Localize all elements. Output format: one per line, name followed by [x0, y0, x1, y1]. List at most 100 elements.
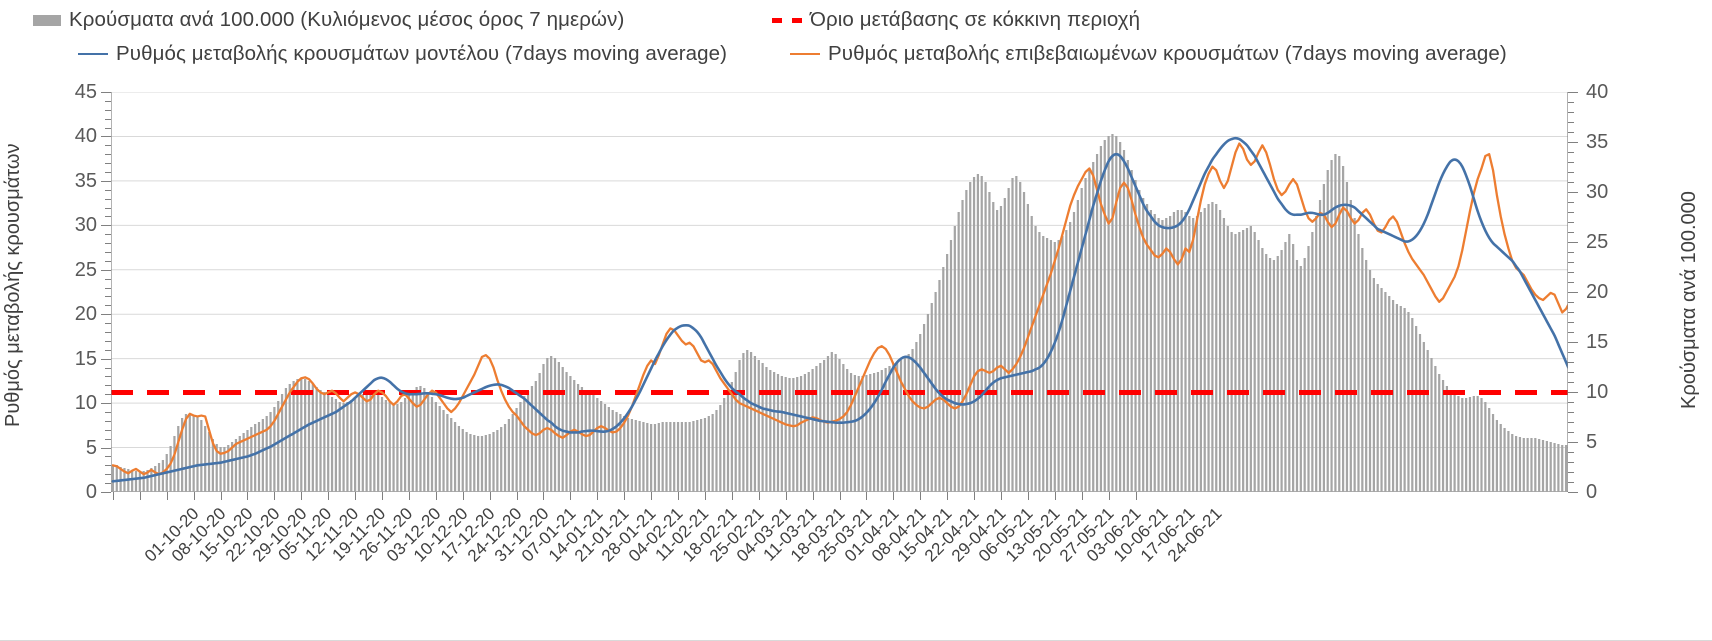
- bar: [315, 387, 318, 492]
- y-axis-right-tick-mark: [1568, 362, 1574, 363]
- bar: [250, 427, 253, 492]
- y-axis-right-tick-label: 5: [1586, 431, 1598, 453]
- bar: [346, 402, 349, 492]
- y-axis-left-tick-mark: [105, 367, 111, 369]
- bars-series: [111, 134, 1568, 492]
- bar: [1538, 439, 1541, 492]
- bar: [1249, 226, 1252, 492]
- bar: [515, 408, 518, 492]
- x-axis-tick-mark: [516, 492, 518, 500]
- bar: [984, 182, 987, 492]
- y-axis-left-tick-mark: [105, 163, 111, 165]
- legend-item-model-rate[interactable]: Ρυθμός μεταβολής κρουσμάτων μοντέλου (7d…: [78, 42, 727, 66]
- legend-item-confirmed-rate[interactable]: Ρυθμός μεταβολής επιβεβαιωμένων κρουσμάτ…: [790, 42, 1507, 66]
- y-axis-left-tick-mark: [105, 216, 111, 218]
- bar: [665, 422, 668, 492]
- x-axis-tick-mark: [597, 492, 599, 500]
- bar: [1564, 445, 1568, 492]
- bar: [292, 381, 295, 492]
- bar: [311, 384, 314, 492]
- y-axis-left-tick-mark: [101, 492, 111, 493]
- bar: [1115, 136, 1118, 492]
- bar: [915, 342, 918, 492]
- bar: [1511, 434, 1514, 492]
- y-axis-right-tick-mark: [1568, 302, 1574, 303]
- bar: [269, 412, 272, 492]
- bar: [646, 423, 649, 492]
- bar: [511, 414, 514, 492]
- y-axis-right-tick-mark: [1568, 392, 1578, 393]
- y-axis-left-tick-mark: [105, 172, 111, 173]
- bar: [1280, 250, 1283, 492]
- bar: [1176, 210, 1179, 492]
- legend-item-threshold[interactable]: Όριο μετάβασης σε κόκκινη περιοχή: [772, 8, 1140, 32]
- y-axis-right-tick-mark: [1568, 452, 1574, 453]
- y-axis-left-tick-mark: [105, 323, 111, 325]
- bar: [1334, 154, 1337, 492]
- x-axis-tick-mark: [570, 492, 572, 500]
- bar: [1061, 236, 1064, 492]
- bar: [419, 386, 422, 492]
- bar: [1349, 200, 1352, 492]
- bar: [319, 390, 322, 492]
- bar: [961, 200, 964, 492]
- bar: [638, 421, 641, 492]
- x-axis-tick-mark: [974, 492, 976, 500]
- x-axis-tick-mark: [543, 492, 545, 500]
- bar: [1022, 192, 1026, 492]
- bar: [1288, 234, 1291, 492]
- bar: [181, 418, 184, 492]
- x-axis-tick-mark: [893, 492, 895, 500]
- bar: [138, 472, 141, 492]
- bar: [657, 423, 660, 492]
- y-axis-left-tick-mark: [105, 278, 111, 280]
- bar: [484, 435, 487, 492]
- bar: [1253, 232, 1256, 492]
- y-axis-left-tick-mark: [105, 349, 111, 351]
- bar: [1145, 204, 1149, 492]
- bar: [223, 447, 226, 492]
- bar: [1045, 238, 1049, 492]
- bar: [926, 314, 930, 492]
- bar: [773, 372, 776, 492]
- bar: [1003, 198, 1006, 492]
- bar: [896, 362, 899, 492]
- y-axis-right-tick-mark: [1568, 442, 1578, 443]
- y-axis-left-tick-mark: [101, 403, 111, 405]
- y-axis-right-tick-mark: [1568, 462, 1574, 463]
- x-axis-tick-mark: [220, 492, 222, 500]
- bar: [588, 392, 591, 492]
- y-axis-left-tick-mark: [105, 100, 111, 102]
- y-axis-right-tick-label: 30: [1586, 181, 1609, 203]
- bar: [1122, 150, 1126, 492]
- bar: [934, 292, 937, 492]
- bar: [342, 403, 345, 492]
- bar: [154, 466, 157, 492]
- bar: [1157, 218, 1160, 492]
- bar: [427, 392, 430, 492]
- dashed-line-swatch-icon: [772, 17, 802, 23]
- y-axis-left-tick-mark: [105, 340, 111, 342]
- bar: [715, 410, 718, 492]
- bar: [619, 414, 622, 492]
- y-axis-right-tick-mark: [1568, 122, 1574, 123]
- bar: [1499, 424, 1502, 492]
- bar: [1488, 408, 1491, 492]
- y-axis-right-tick-mark: [1568, 352, 1574, 353]
- bar: [184, 414, 188, 492]
- y-axis-left-tick-label: 40: [74, 125, 97, 148]
- bar: [1161, 220, 1164, 492]
- bar: [1422, 342, 1425, 492]
- bar: [146, 470, 149, 492]
- bar: [1507, 431, 1510, 492]
- bar: [1361, 248, 1364, 492]
- bar: [338, 402, 341, 492]
- y-axis-left-tick-mark: [105, 127, 111, 129]
- legend-item-cases-per-100000[interactable]: Κρούσματα ανά 100.000 (Κυλιόμενος μέσος …: [33, 8, 624, 32]
- bar: [1211, 202, 1214, 492]
- bar: [692, 421, 695, 492]
- bar: [957, 212, 960, 492]
- bar: [949, 240, 953, 492]
- bar: [1284, 242, 1287, 492]
- bar: [400, 402, 403, 492]
